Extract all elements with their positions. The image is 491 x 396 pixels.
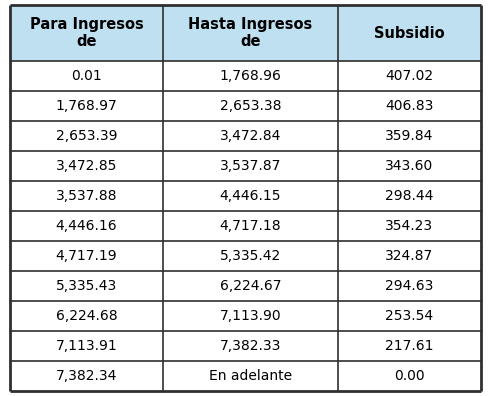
Bar	[10, 301, 163, 331]
Bar	[338, 91, 481, 121]
Bar	[163, 121, 338, 151]
Bar	[163, 271, 338, 301]
Text: 4,717.19: 4,717.19	[55, 249, 117, 263]
Text: Hasta Ingresos
de: Hasta Ingresos de	[189, 17, 313, 49]
Text: 4,717.18: 4,717.18	[219, 219, 281, 233]
Bar	[338, 331, 481, 361]
Text: 0.01: 0.01	[71, 69, 102, 83]
Bar	[10, 91, 163, 121]
Bar	[163, 211, 338, 241]
Text: 407.02: 407.02	[385, 69, 434, 83]
Text: 354.23: 354.23	[385, 219, 434, 233]
Text: 4,446.16: 4,446.16	[55, 219, 117, 233]
Text: 253.54: 253.54	[385, 309, 434, 323]
Text: 7,382.33: 7,382.33	[220, 339, 281, 353]
Text: 4,446.15: 4,446.15	[220, 189, 281, 203]
Text: 324.87: 324.87	[385, 249, 434, 263]
Text: 3,472.84: 3,472.84	[220, 129, 281, 143]
Bar	[10, 5, 163, 61]
Text: 3,537.87: 3,537.87	[220, 159, 281, 173]
Bar	[10, 271, 163, 301]
Bar	[338, 5, 481, 61]
Bar	[338, 241, 481, 271]
Text: 406.83: 406.83	[385, 99, 434, 113]
Bar	[10, 151, 163, 181]
Text: En adelante: En adelante	[209, 369, 292, 383]
Bar	[338, 151, 481, 181]
Text: 343.60: 343.60	[385, 159, 434, 173]
Bar	[163, 61, 338, 91]
Bar	[10, 211, 163, 241]
Bar	[338, 181, 481, 211]
Bar	[338, 361, 481, 391]
Text: 1,768.96: 1,768.96	[219, 69, 281, 83]
Text: 5,335.42: 5,335.42	[220, 249, 281, 263]
Bar	[10, 361, 163, 391]
Bar	[163, 181, 338, 211]
Text: 5,335.43: 5,335.43	[56, 279, 117, 293]
Bar	[163, 151, 338, 181]
Text: 6,224.67: 6,224.67	[220, 279, 281, 293]
Bar	[10, 331, 163, 361]
Bar	[163, 331, 338, 361]
Text: 2,653.38: 2,653.38	[220, 99, 281, 113]
Bar	[338, 271, 481, 301]
Bar	[338, 61, 481, 91]
Bar	[163, 5, 338, 61]
Text: 2,653.39: 2,653.39	[56, 129, 117, 143]
Bar	[338, 301, 481, 331]
Bar	[338, 211, 481, 241]
Text: 0.00: 0.00	[394, 369, 425, 383]
Text: 7,382.34: 7,382.34	[56, 369, 117, 383]
Bar	[10, 241, 163, 271]
Text: 298.44: 298.44	[385, 189, 434, 203]
Bar	[163, 361, 338, 391]
Bar	[163, 241, 338, 271]
Text: 3,472.85: 3,472.85	[56, 159, 117, 173]
Text: 7,113.90: 7,113.90	[219, 309, 281, 323]
Text: Para Ingresos
de: Para Ingresos de	[29, 17, 143, 49]
Text: 217.61: 217.61	[385, 339, 434, 353]
Bar	[338, 121, 481, 151]
Text: 7,113.91: 7,113.91	[55, 339, 117, 353]
Text: 3,537.88: 3,537.88	[56, 189, 117, 203]
Text: Subsidio: Subsidio	[374, 25, 445, 40]
Bar	[10, 121, 163, 151]
Bar	[10, 61, 163, 91]
Text: 294.63: 294.63	[385, 279, 434, 293]
Bar	[163, 301, 338, 331]
Bar	[163, 91, 338, 121]
Bar	[10, 181, 163, 211]
Text: 359.84: 359.84	[385, 129, 434, 143]
Text: 6,224.68: 6,224.68	[55, 309, 117, 323]
Text: 1,768.97: 1,768.97	[55, 99, 117, 113]
